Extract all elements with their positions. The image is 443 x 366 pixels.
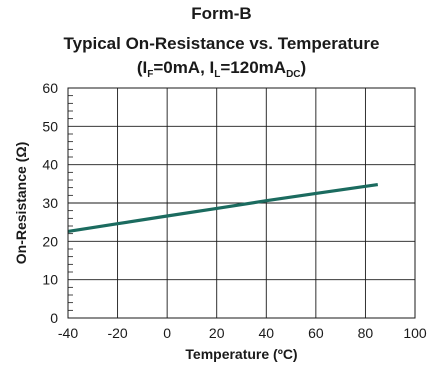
- conditions-mid2: =120mA: [220, 58, 287, 77]
- x-tick-label: 60: [308, 325, 324, 341]
- x-tick-label: 80: [358, 325, 374, 341]
- x-axis-label: Temperature (ºC): [185, 346, 297, 362]
- x-tick-label: 40: [258, 325, 274, 341]
- plot-frame: [67, 87, 416, 319]
- minor-ticks: [68, 95, 73, 311]
- y-tick-label: 50: [42, 118, 58, 134]
- conditions-il-sub: L: [214, 69, 221, 80]
- y-tick-label: 40: [42, 157, 58, 173]
- conditions-if-sub: F: [147, 69, 154, 80]
- grid: [68, 88, 415, 318]
- x-tick-label: 100: [403, 325, 427, 341]
- x-tick-label: 20: [209, 325, 225, 341]
- y-tick-label: 20: [42, 233, 58, 249]
- x-tick-label: -20: [107, 325, 127, 341]
- y-tick-label: 10: [42, 272, 58, 288]
- conditions-open: (I: [136, 58, 148, 77]
- conditions-mid: =0mA, I: [153, 58, 215, 77]
- y-tick-label: 0: [50, 310, 58, 326]
- chart-subtitle: Typical On-Resistance vs. Temperature: [63, 34, 380, 53]
- series-lines: [67, 183, 379, 233]
- y-tick-label: 30: [42, 195, 58, 211]
- chart-conditions: (IF=0mA, IL=120mADC): [0, 58, 443, 80]
- x-tick-label: 0: [163, 325, 171, 341]
- x-tick-label: -40: [58, 325, 78, 341]
- y-tick-label: 60: [42, 80, 58, 96]
- conditions-close: ): [300, 58, 307, 77]
- y-axis-label: On-Resistance (Ω): [13, 142, 29, 264]
- x-tick-labels: -40 -20 0 20 40 60 80 100: [58, 325, 427, 341]
- y-tick-labels: 0 10 20 30 40 50 60: [42, 80, 58, 326]
- series-line: [67, 183, 379, 233]
- chart-title: Form-B: [191, 4, 252, 23]
- conditions-dc-sub: DC: [286, 69, 301, 80]
